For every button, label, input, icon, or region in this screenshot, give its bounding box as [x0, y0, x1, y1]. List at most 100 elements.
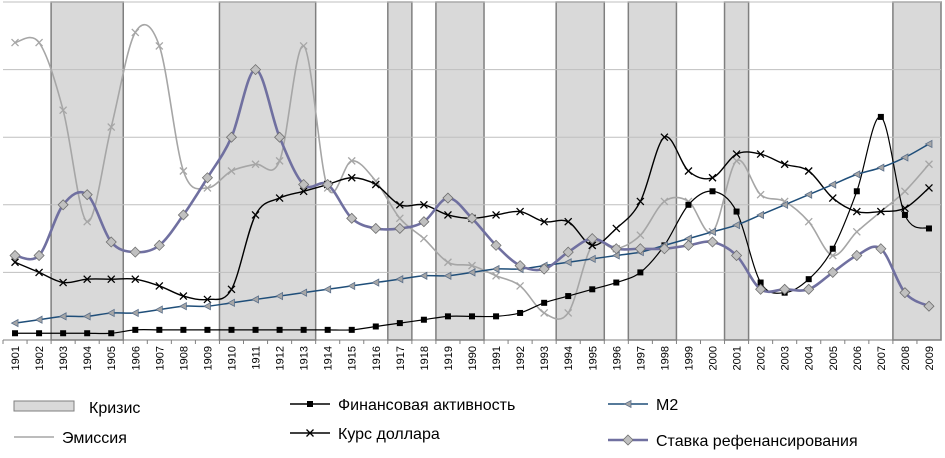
point-m2 [251, 295, 259, 304]
point-emission [804, 217, 813, 226]
x-tick-label: 1997 [635, 346, 647, 370]
point-refinancing-rate [514, 260, 526, 272]
point-financial-activity [180, 326, 187, 333]
point-m2 [587, 254, 596, 264]
crisis-band [435, 1, 485, 341]
point-refinancing-rate [538, 263, 550, 275]
point-refinancing-rate [490, 239, 502, 251]
point-refinancing-rate [730, 249, 743, 262]
x-tick-label: 1905 [106, 346, 118, 370]
point-emission [636, 231, 645, 240]
point-refinancing-rate [129, 246, 141, 258]
x-tick-label: 1994 [563, 346, 575, 370]
point-m2 [804, 190, 813, 199]
point-refinancing-rate [658, 243, 670, 255]
point-dollar-rate [636, 197, 645, 206]
point-refinancing-rate [322, 178, 334, 191]
point-emission [347, 156, 356, 165]
x-tick-label: 1912 [275, 346, 287, 370]
x-tick-label: 1998 [659, 346, 671, 370]
point-financial-activity [444, 313, 451, 320]
x-tick-label: 1901 [10, 346, 22, 370]
point-refinancing-rate [586, 233, 598, 245]
point-dollar-rate [275, 194, 284, 202]
point-emission [756, 190, 765, 199]
point-dollar-rate [371, 180, 380, 189]
point-dollar-rate [540, 217, 549, 226]
point-emission [203, 183, 212, 192]
point-dollar-rate [227, 285, 236, 294]
point-emission [59, 106, 68, 115]
legend: Кризис Эмиссия Финансовая активность Курс д… [13, 397, 858, 450]
point-financial-activity [204, 326, 211, 333]
legend-marker [306, 429, 314, 437]
point-refinancing-rate [394, 222, 406, 235]
point-m2 [10, 318, 19, 328]
x-tick-label: 1915 [347, 346, 359, 370]
x-tick-label: 1919 [443, 346, 455, 370]
point-dollar-rate [83, 275, 92, 284]
point-dollar-rate [443, 210, 452, 219]
point-financial-activity [252, 326, 259, 333]
point-refinancing-rate [779, 283, 791, 295]
legend-marker [623, 399, 632, 409]
point-financial-activity [901, 211, 908, 218]
point-dollar-rate [612, 224, 621, 233]
point-m2 [419, 271, 428, 280]
point-financial-activity [276, 326, 283, 333]
point-emission [660, 197, 669, 206]
point-m2 [227, 298, 235, 307]
x-tick-label: 2003 [780, 346, 792, 370]
point-m2 [347, 281, 356, 291]
point-financial-activity [300, 326, 307, 333]
point-refinancing-rate [274, 131, 286, 143]
point-financial-activity [36, 330, 43, 337]
point-dollar-rate [11, 258, 19, 267]
point-emission [395, 214, 404, 223]
point-refinancing-rate [634, 243, 646, 255]
point-m2 [34, 315, 43, 324]
x-tick-label: 1916 [371, 346, 383, 370]
point-refinancing-rate [177, 209, 189, 221]
point-financial-activity [156, 326, 163, 333]
point-m2 [443, 271, 452, 280]
point-financial-activity [685, 201, 692, 208]
point-dollar-rate [900, 204, 909, 213]
point-refinancing-rate [346, 212, 358, 224]
point-refinancing-rate [370, 222, 382, 235]
x-tick-label: 2006 [852, 346, 864, 370]
point-dollar-rate [35, 268, 44, 277]
point-financial-activity [108, 330, 115, 337]
point-m2 [395, 274, 404, 284]
point-emission [179, 167, 188, 175]
x-tick-label: 1906 [130, 346, 142, 370]
point-m2 [106, 308, 115, 318]
point-refinancing-rate [201, 172, 214, 184]
point-m2 [179, 302, 187, 311]
point-dollar-rate [347, 173, 356, 182]
point-emission [107, 123, 116, 132]
point-financial-activity [541, 299, 548, 306]
point-financial-activity [469, 313, 475, 320]
point-refinancing-rate [81, 189, 93, 201]
point-emission [732, 156, 741, 165]
point-financial-activity [12, 330, 19, 337]
legend-label: Финансовая активность [338, 397, 515, 414]
point-financial-activity [420, 316, 427, 323]
point-refinancing-rate [249, 64, 262, 76]
point-refinancing-rate [466, 212, 478, 224]
point-m2 [828, 180, 837, 189]
x-tick-label: 2009 [924, 346, 936, 370]
point-refinancing-rate [442, 192, 454, 204]
point-financial-activity [853, 188, 860, 195]
x-tick-label: 1909 [202, 346, 214, 370]
point-m2 [371, 278, 380, 287]
legend-marker [622, 434, 634, 446]
point-dollar-rate [155, 281, 164, 290]
point-emission [852, 227, 861, 236]
point-dollar-rate [660, 133, 669, 142]
x-tick-label: 2002 [756, 346, 768, 370]
point-financial-activity [396, 320, 403, 327]
